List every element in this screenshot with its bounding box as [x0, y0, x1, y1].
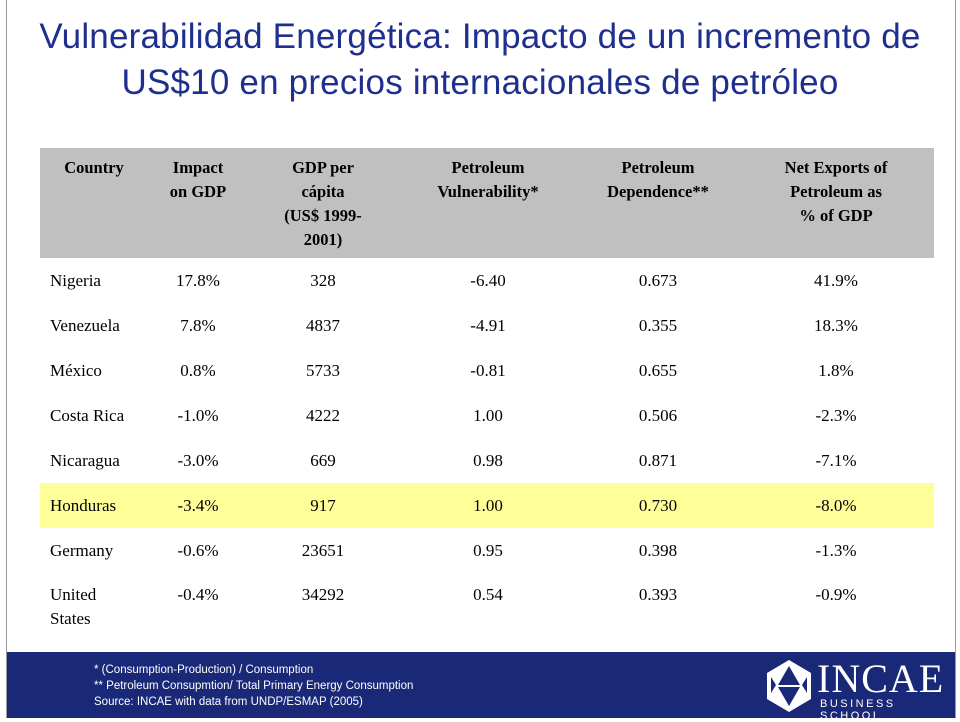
cell-gdp: 328: [310, 270, 336, 290]
cell-dependence: 0.871: [638, 450, 678, 470]
cell-gdp: 4837: [306, 315, 340, 335]
table-row-nigeria: Nigeria 17.8% 328 -6.40 0.673 41.9%: [40, 258, 934, 303]
table-row-costa-rica: Costa Rica -1.0% 4222 1.00 0.506 -2.3%: [40, 393, 934, 438]
logo-subtitle: BUSINESS SCHOOL: [820, 698, 896, 722]
cell-dependence: 0.730: [638, 495, 678, 515]
cell-country: Germany: [50, 540, 114, 560]
footnotes: * (Consumption-Production) / Consumption…: [94, 662, 413, 710]
cell-dependence: 0.398: [638, 540, 678, 560]
header-net-exports-line: Net Exports of: [784, 158, 888, 177]
slide-frame: [6, 0, 956, 718]
table-row-germany: Germany -0.6% 23651 0.95 0.398 -1.3%: [40, 528, 934, 573]
cell-impact: 0.8%: [180, 360, 216, 380]
cell-net-exports: -2.3%: [815, 405, 857, 425]
header-dependence-line: Petroleum: [621, 158, 695, 177]
header-dependence: Petroleum Dependence**: [578, 156, 738, 204]
cell-net-exports: -0.9%: [815, 585, 857, 604]
cell-vulnerability: 0.54: [473, 585, 503, 604]
cell-impact: 7.8%: [180, 315, 216, 335]
cell-gdp: 23651: [301, 540, 345, 560]
table-header: Country Impact on GDP GDP per cápita (US…: [40, 148, 934, 258]
cell-impact: -0.6%: [177, 540, 219, 560]
cell-gdp: 917: [310, 495, 336, 515]
cell-vulnerability: 1.00: [473, 405, 503, 425]
cell-net-exports: 18.3%: [814, 315, 858, 335]
header-country-line: Country: [64, 158, 124, 177]
header-gdp-line: GDP per: [292, 158, 354, 177]
cell-country: Costa Rica: [50, 405, 125, 425]
header-net-exports-line: Petroleum as: [790, 182, 882, 201]
cell-country-line: United: [50, 585, 97, 604]
title-line-2: US$10 en precios internacionales de petr…: [121, 63, 839, 102]
cell-country: Nigeria: [50, 270, 101, 290]
table-row-venezuela: Venezuela 7.8% 4837 -4.91 0.355 18.3%: [40, 303, 934, 348]
cell-net-exports: 1.8%: [818, 360, 854, 380]
cell-country: México: [50, 360, 102, 380]
header-gdp-line: 2001): [303, 230, 343, 249]
header-impact: Impact on GDP: [148, 156, 248, 204]
header-vulnerability-line: Vulnerability*: [437, 182, 539, 201]
cell-dependence: 0.355: [638, 315, 678, 335]
cell-gdp: 5733: [306, 360, 340, 380]
cell-vulnerability: -0.81: [470, 360, 506, 380]
table-row-honduras-highlighted: Honduras -3.4% 917 1.00 0.730 -8.0%: [40, 483, 934, 528]
cell-gdp: 669: [310, 450, 336, 470]
cell-impact: -0.4%: [177, 585, 219, 604]
cell-vulnerability: 1.00: [473, 495, 503, 515]
cell-country: Venezuela: [50, 315, 120, 335]
footer-bar: * (Consumption-Production) / Consumption…: [7, 652, 955, 722]
page-title: Vulnerabilidad Energética: Impacto de un…: [10, 14, 950, 106]
header-gdp: GDP per cápita (US$ 1999- 2001): [248, 156, 398, 252]
header-impact-line: Impact: [172, 158, 224, 177]
cell-vulnerability: 0.95: [473, 540, 503, 560]
cell-vulnerability: -4.91: [470, 315, 506, 335]
header-country: Country: [40, 156, 148, 180]
cell-country: Honduras: [50, 495, 117, 515]
cell-dependence: 0.655: [638, 360, 678, 380]
cell-impact: -3.4%: [177, 495, 219, 515]
table-row-united-states: United States -0.4% 34292 0.54 0.393 -0.…: [40, 573, 934, 635]
header-dependence-line: Dependence**: [607, 182, 709, 201]
cell-vulnerability: 0.98: [473, 450, 503, 470]
cell-net-exports: -8.0%: [815, 495, 857, 515]
footnote-vulnerability: * (Consumption-Production) / Consumption: [94, 664, 314, 676]
cell-vulnerability: -6.40: [470, 270, 506, 290]
incae-emblem-icon: [767, 660, 811, 712]
header-vulnerability: Petroleum Vulnerability*: [398, 156, 578, 204]
cell-gdp: 4222: [306, 405, 340, 425]
table-row-mexico: México 0.8% 5733 -0.81 0.655 1.8%: [40, 348, 934, 393]
header-net-exports-line: % of GDP: [799, 206, 873, 225]
cell-net-exports: -1.3%: [815, 540, 857, 560]
table-row-nicaragua: Nicaragua -3.0% 669 0.98 0.871 -7.1%: [40, 438, 934, 483]
header-net-exports: Net Exports of Petroleum as % of GDP: [738, 156, 934, 228]
cell-country: United States: [40, 583, 148, 631]
cell-impact: -1.0%: [177, 405, 219, 425]
title-line-1: Vulnerabilidad Energética: Impacto de un…: [39, 17, 921, 56]
cell-impact: -3.0%: [177, 450, 219, 470]
cell-country: Nicaragua: [50, 450, 120, 470]
header-gdp-line: (US$ 1999-: [284, 206, 362, 225]
logo-wordmark: INCAE: [817, 656, 945, 701]
cell-net-exports: 41.9%: [814, 270, 858, 290]
cell-dependence: 0.673: [638, 270, 678, 290]
incae-logo: INCAE BUSINESS SCHOOL: [765, 656, 945, 722]
cell-net-exports: -7.1%: [815, 450, 857, 470]
cell-dependence: 0.393: [638, 585, 678, 604]
header-gdp-line: cápita: [301, 182, 345, 201]
data-table: Country Impact on GDP GDP per cápita (US…: [40, 148, 934, 635]
cell-gdp: 34292: [301, 585, 345, 604]
cell-dependence: 0.506: [638, 405, 678, 425]
header-vulnerability-line: Petroleum: [451, 158, 525, 177]
footnote-source: Source: INCAE with data from UNDP/ESMAP …: [94, 696, 363, 708]
cell-impact: 17.8%: [176, 270, 220, 290]
footnote-dependence: ** Petroleum Consupmtion/ Total Primary …: [94, 680, 414, 692]
cell-country-line: States: [50, 609, 91, 628]
header-impact-line: on GDP: [169, 182, 227, 201]
